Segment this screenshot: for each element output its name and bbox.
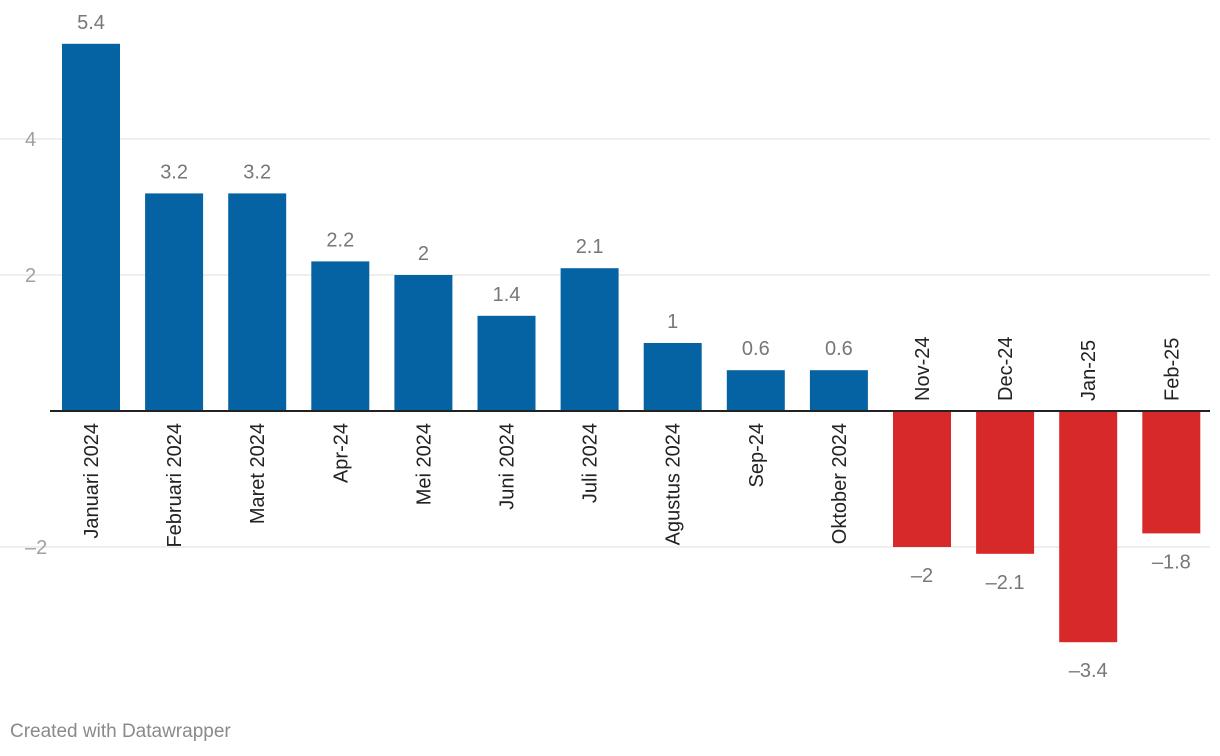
value-labels: 5.4 3.2 3.2 2.2 2 1.4 2.1 1 0.6 0.6 –2 –2.1 –3.4 –1.8 [77, 12, 1191, 682]
bar [62, 43, 120, 412]
bar [394, 275, 453, 411]
category-label: Februari 2024 [164, 423, 186, 548]
category-label: Jan-25 [1078, 340, 1100, 401]
category-label: Feb-25 [1161, 338, 1183, 401]
bar [976, 411, 1035, 554]
y-tick-label: 4 [25, 129, 36, 151]
category-label: Maret 2024 [247, 423, 269, 524]
bar [560, 268, 619, 411]
bar [228, 193, 287, 411]
data-label: 3.2 [243, 161, 271, 183]
data-label: –2 [911, 565, 933, 587]
category-label: Nov-24 [912, 337, 934, 401]
data-label: 0.6 [825, 338, 853, 360]
category-label: Januari 2024 [81, 423, 103, 539]
data-label: –1.8 [1152, 551, 1191, 573]
category-label: Apr-24 [330, 423, 352, 483]
data-label: 2.1 [576, 236, 604, 258]
category-label: Mei 2024 [413, 423, 435, 505]
y-tick-label: –2 [25, 537, 47, 559]
data-label: 0.6 [742, 338, 770, 360]
y-tick-label: 2 [25, 265, 36, 287]
bar [1059, 411, 1118, 643]
bar [311, 261, 370, 411]
bar [643, 343, 702, 411]
data-label: –3.4 [1069, 660, 1108, 682]
data-label: –2.1 [986, 572, 1025, 594]
bar [145, 193, 204, 411]
category-labels: Januari 2024 Februari 2024 Maret 2024 Apr-2… [81, 337, 1183, 548]
bar [809, 370, 868, 411]
data-label: 2.2 [326, 229, 354, 251]
datawrapper-credit: Created with Datawrapper [10, 721, 231, 742]
category-label: Sep-24 [746, 423, 768, 488]
bar [1142, 411, 1201, 534]
bar [726, 370, 785, 411]
category-label: Agustus 2024 [663, 423, 685, 545]
bar [477, 315, 536, 411]
category-label: Dec-24 [995, 337, 1017, 401]
bar [893, 411, 951, 547]
bars [62, 43, 1201, 643]
category-label: Oktober 2024 [829, 423, 851, 544]
data-label: 3.2 [160, 161, 188, 183]
category-label: Juni 2024 [497, 423, 519, 510]
data-label: 2 [418, 243, 429, 265]
data-label: 1.4 [493, 284, 521, 306]
data-label: 5.4 [77, 12, 105, 34]
data-label: 1 [667, 311, 678, 333]
category-label: Juli 2024 [580, 423, 602, 503]
